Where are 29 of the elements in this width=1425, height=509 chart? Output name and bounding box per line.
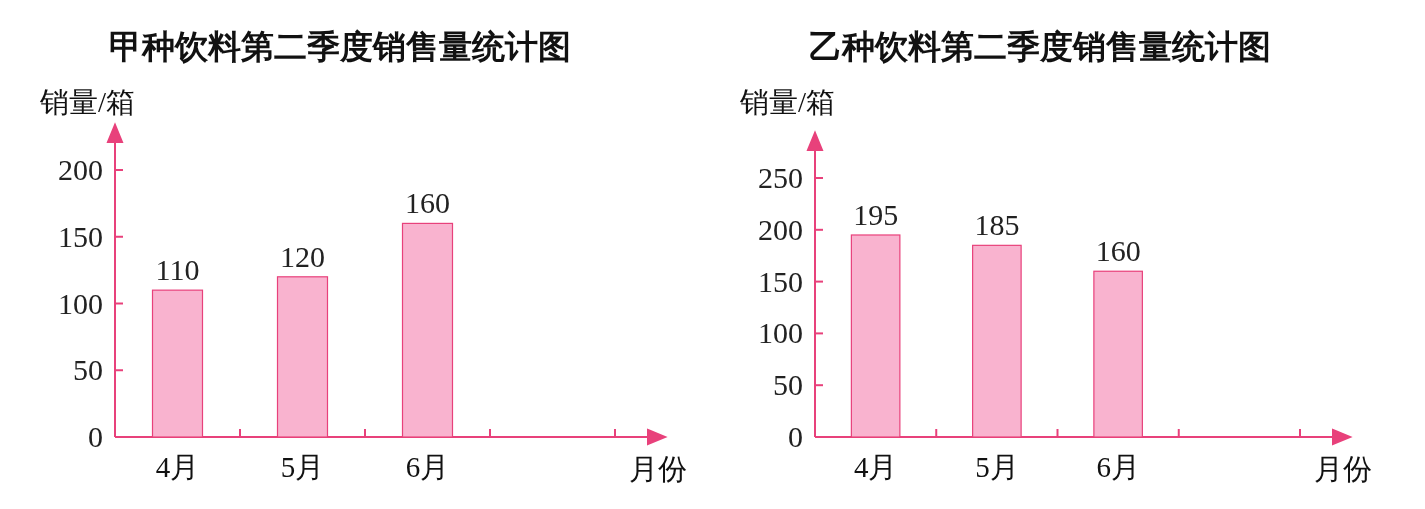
y-tick-label: 200	[758, 212, 803, 246]
y-tick-label: 50	[773, 368, 803, 402]
x-tick-label: 5月	[975, 451, 1019, 483]
y-axis-title: 销量/箱	[39, 86, 136, 118]
data-label: 110	[155, 253, 200, 287]
x-tick-label: 5月	[280, 451, 325, 483]
y-tick-label: 0	[88, 420, 103, 453]
chart-title: 乙种饮料第二季度销售量统计图	[809, 27, 1271, 66]
data-label: 160	[405, 186, 450, 220]
chart-title: 甲种饮料第二季度销售量统计图	[109, 27, 571, 66]
x-tick-label: 6月	[405, 451, 450, 483]
y-tick-label: 150	[58, 219, 103, 253]
x-tick-label: 4月	[155, 451, 200, 483]
data-label: 120	[280, 239, 325, 273]
y-tick-label: 100	[758, 316, 803, 350]
y-tick-label: 50	[73, 353, 103, 387]
y-tick-label: 200	[58, 153, 103, 186]
x-axis-title: 月份	[629, 453, 687, 485]
data-label: 160	[1095, 234, 1141, 268]
data-label: 195	[853, 197, 899, 231]
data-label: 185	[974, 208, 1020, 242]
y-axis-title: 销量/箱	[739, 86, 836, 118]
x-axis-title: 月份	[1314, 453, 1372, 485]
y-tick-label: 250	[758, 161, 803, 194]
x-tick-label: 4月	[853, 451, 898, 483]
y-tick-label: 100	[58, 286, 103, 320]
y-tick-label: 0	[788, 420, 803, 453]
y-tick-label: 150	[758, 264, 803, 298]
x-tick-label: 6月	[1096, 451, 1140, 483]
